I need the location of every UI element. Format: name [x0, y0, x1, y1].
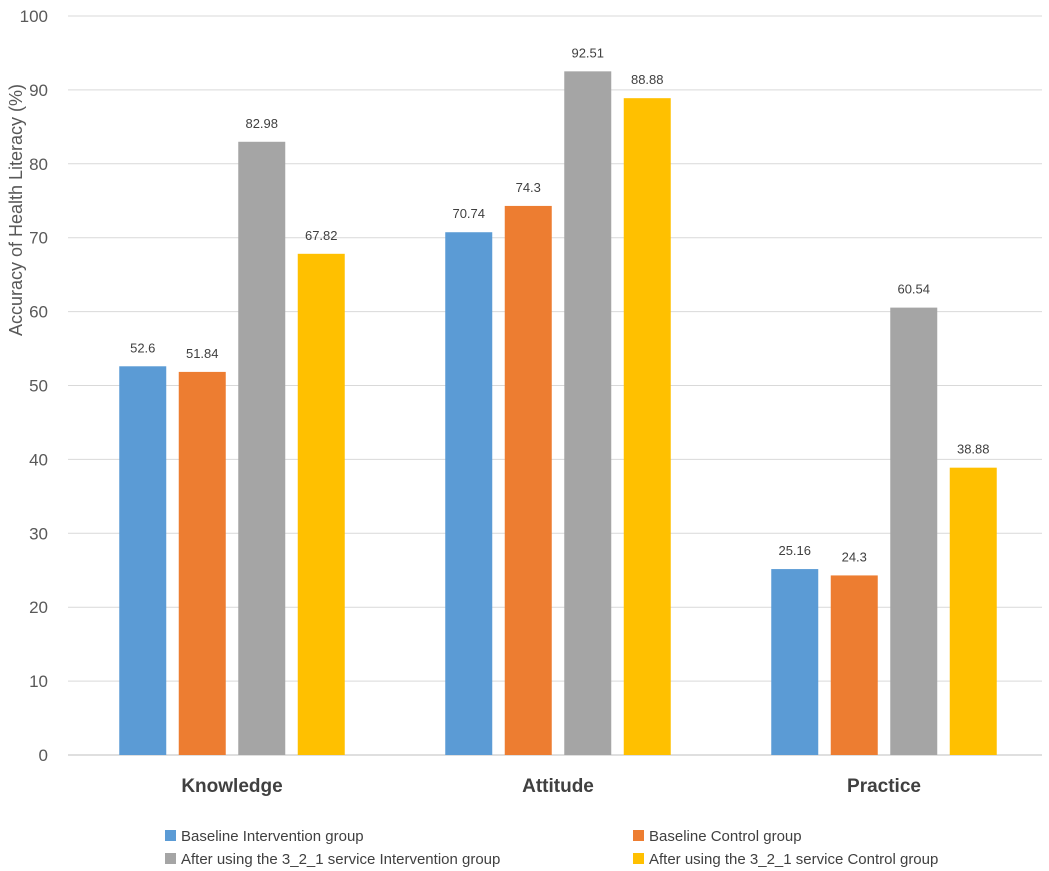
category-label-knowledge: Knowledge: [181, 776, 282, 797]
bars: [119, 71, 997, 756]
data-label: 25.16: [778, 543, 811, 558]
legend-label: After using the 3_2_1 service Control gr…: [649, 851, 938, 868]
legend-item: Baseline Intervention group: [165, 828, 364, 845]
legend-swatch: [633, 830, 644, 841]
category-label-attitude: Attitude: [522, 776, 594, 797]
legend-swatch: [165, 853, 176, 864]
legend-item: Baseline Control group: [633, 828, 802, 845]
bar-knowledge-series-3: [238, 141, 286, 755]
y-tick-label: 100: [20, 7, 48, 26]
data-label: 38.88: [957, 442, 990, 457]
bar-attitude-series-3: [564, 71, 612, 756]
bar-practice-series-2: [830, 575, 878, 755]
bar-practice-series-1: [771, 569, 819, 755]
data-label: 67.82: [305, 228, 338, 243]
category-label-practice: Practice: [847, 776, 921, 797]
data-label: 24.3: [842, 549, 867, 564]
legend-label: Baseline Control group: [649, 828, 802, 845]
legend-label: After using the 3_2_1 service Interventi…: [181, 851, 500, 868]
data-label: 92.51: [571, 45, 604, 60]
y-axis-title: Accuracy of Health Literacy (%): [6, 84, 26, 336]
legend-item: After using the 3_2_1 service Interventi…: [165, 851, 500, 868]
legend-swatch: [165, 830, 176, 841]
data-labels: 52.6 51.84 82.98 67.82 70.74 74.3 92.51 88.88 25…: [130, 45, 989, 564]
data-label: 51.84: [186, 346, 219, 361]
bar-knowledge-series-2: [178, 371, 226, 755]
bar-attitude-series-4: [623, 98, 671, 755]
data-label: 82.98: [245, 116, 278, 131]
legend-item: After using the 3_2_1 service Control gr…: [633, 851, 938, 868]
data-label: 52.6: [130, 340, 155, 355]
y-tick-label: 50: [29, 377, 48, 396]
data-label: 88.88: [631, 72, 664, 87]
gridlines: [68, 15, 1042, 756]
y-tick-label: 40: [29, 450, 48, 469]
y-tick-label: 80: [29, 155, 48, 174]
x-axis-categories: Knowledge Attitude Practice: [181, 776, 921, 797]
legend-label: Baseline Intervention group: [181, 828, 364, 845]
y-tick-label: 10: [29, 672, 48, 691]
y-tick-label: 20: [29, 598, 48, 617]
y-tick-label: 90: [29, 81, 48, 100]
bar-attitude-series-1: [445, 232, 493, 756]
bar-knowledge-series-1: [119, 366, 167, 755]
bar-practice-series-4: [949, 467, 997, 755]
y-tick-label: 60: [29, 303, 48, 322]
data-label: 60.54: [897, 282, 930, 297]
legend: Baseline Intervention group Baseline Cont…: [165, 828, 938, 868]
y-tick-label: 30: [29, 524, 48, 543]
bar-attitude-series-2: [504, 205, 552, 756]
y-axis-ticks: 0 10 20 30 40 50 60 70 80 90 100: [20, 7, 48, 765]
legend-swatch: [633, 853, 644, 864]
data-label: 74.3: [516, 180, 541, 195]
y-tick-label: 70: [29, 229, 48, 248]
bar-knowledge-series-4: [297, 253, 345, 756]
data-label: 70.74: [452, 206, 485, 221]
bar-practice-series-3: [890, 307, 938, 755]
y-tick-label: 0: [39, 746, 48, 765]
